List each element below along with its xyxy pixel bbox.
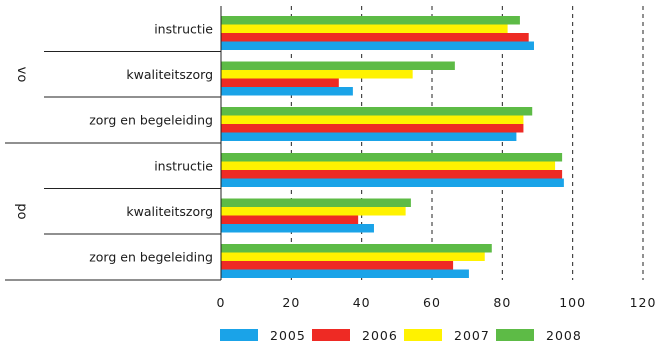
x-tick-label-20: 20 [282, 295, 300, 310]
bar-po-zorg-en-begeleiding-2008 [221, 244, 492, 253]
category-label-vo-instructie: instructie [154, 21, 213, 36]
bar-vo-kwaliteitszorg-2007 [221, 70, 413, 79]
legend-label-2008: 2008 [546, 328, 582, 343]
bar-po-kwaliteitszorg-2005 [221, 224, 374, 233]
bar-vo-zorg-en-begeleiding-2006 [221, 124, 524, 133]
bar-vo-instructie-2006 [221, 33, 529, 42]
category-label-vo-kwaliteitszorg: kwaliteitszorg [126, 67, 213, 82]
bar-po-zorg-en-begeleiding-2005 [221, 269, 469, 278]
group-label-po: po [14, 203, 29, 219]
legend-swatch-2007 [404, 329, 442, 341]
legend-swatch-2008 [496, 329, 534, 341]
bar-po-kwaliteitszorg-2007 [221, 207, 406, 216]
bar-vo-kwaliteitszorg-2006 [221, 78, 339, 87]
bar-vo-zorg-en-begeleiding-2008 [221, 107, 533, 116]
bar-vo-zorg-en-begeleiding-2007 [221, 115, 524, 124]
bar-vo-instructie-2005 [221, 41, 534, 50]
legend-label-2007: 2007 [454, 328, 490, 343]
category-label-vo-zorg-en-begeleiding: zorg en begeleiding [89, 112, 213, 127]
bar-chart: vo instructie kwaliteitszorg zorg en begele… [5, 6, 656, 310]
legend-label-2006: 2006 [362, 328, 398, 343]
x-tick-label-100: 100 [559, 295, 586, 310]
bar-po-instructie-2006 [221, 170, 563, 179]
group-label-vo: vo [14, 67, 29, 83]
category-label-po-kwaliteitszorg: kwaliteitszorg [126, 204, 213, 219]
bar-po-instructie-2008 [221, 153, 563, 162]
bar-po-zorg-en-begeleiding-2007 [221, 252, 485, 261]
bar-vo-kwaliteitszorg-2008 [221, 61, 455, 70]
bar-po-instructie-2007 [221, 161, 556, 170]
category-label-po-zorg-en-begeleiding: zorg en begeleiding [89, 249, 213, 264]
x-tick-label-120: 120 [630, 295, 656, 310]
x-tick-label-0: 0 [217, 295, 226, 310]
legend: 2005 2006 2007 2008 [0, 327, 656, 344]
legend-swatch-2005 [220, 329, 258, 341]
legend-label-2005: 2005 [270, 328, 306, 343]
x-tick-label-40: 40 [353, 295, 371, 310]
bar-vo-instructie-2008 [221, 16, 520, 25]
legend-swatch-2006 [312, 329, 350, 341]
bar-po-kwaliteitszorg-2006 [221, 215, 359, 224]
x-tick-label-60: 60 [423, 295, 441, 310]
bar-vo-instructie-2007 [221, 24, 508, 33]
bar-po-zorg-en-begeleiding-2006 [221, 261, 454, 270]
bar-vo-zorg-en-begeleiding-2005 [221, 132, 517, 141]
x-tick-label-80: 80 [493, 295, 511, 310]
category-label-po-instructie: instructie [154, 158, 213, 173]
bar-vo-kwaliteitszorg-2005 [221, 87, 353, 96]
bar-po-kwaliteitszorg-2008 [221, 198, 411, 207]
bar-po-instructie-2005 [221, 178, 564, 187]
